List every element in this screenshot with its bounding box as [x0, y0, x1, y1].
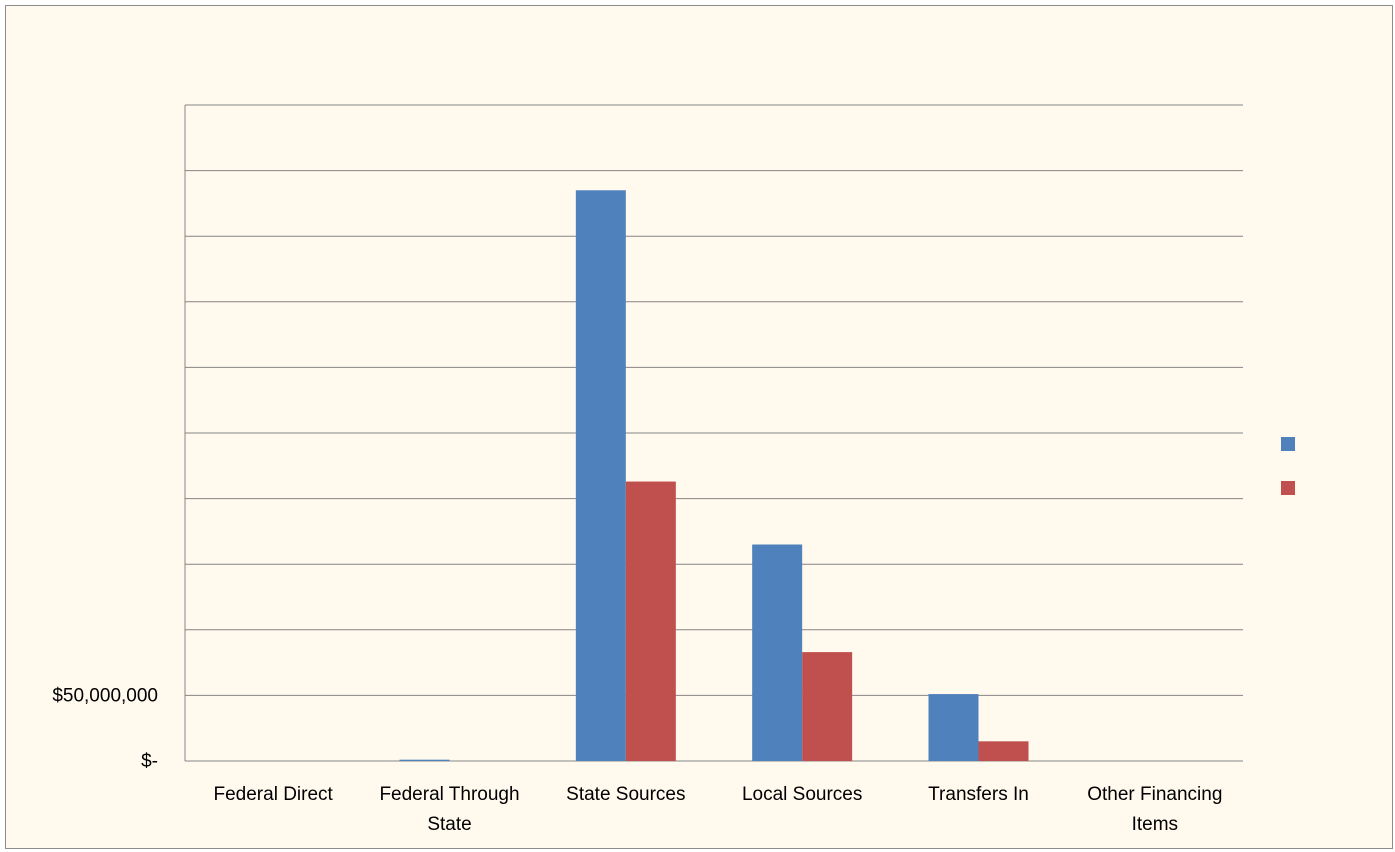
y-tick-label: $- [141, 751, 158, 772]
bars [399, 190, 1029, 761]
y-axis-tick-labels: $- $50,000,000 [52, 685, 158, 772]
x-category-label: Federal Direct [214, 784, 334, 805]
x-category-label: Transfers In [928, 784, 1029, 805]
bar-series-1-cat-2 [399, 759, 450, 761]
bar-series-2-cat-5 [978, 741, 1029, 761]
x-category-label: Local Sources [742, 784, 862, 805]
bar-series-1-cat-5 [928, 694, 979, 761]
axes [184, 105, 1243, 762]
y-tick-label: $50,000,000 [52, 685, 158, 706]
x-axis-category-labels: Federal Direct Federal Through State State … [214, 784, 1223, 835]
x-category-label: State Sources [566, 784, 685, 805]
x-category-label: Federal Through State [379, 784, 519, 835]
chart-area [5, 5, 1393, 849]
gridlines [185, 104, 1243, 762]
bar-series-2-cat-3 [625, 481, 676, 761]
legend-swatch-2 [1281, 481, 1295, 495]
legend [1281, 437, 1295, 495]
legend-swatch-1 [1281, 437, 1295, 451]
bar-series-1-cat-3 [575, 190, 626, 761]
x-category-label: Other Financing Items [1087, 784, 1222, 835]
bar-series-2-cat-4 [802, 652, 853, 761]
bar-series-1-cat-4 [752, 544, 803, 761]
